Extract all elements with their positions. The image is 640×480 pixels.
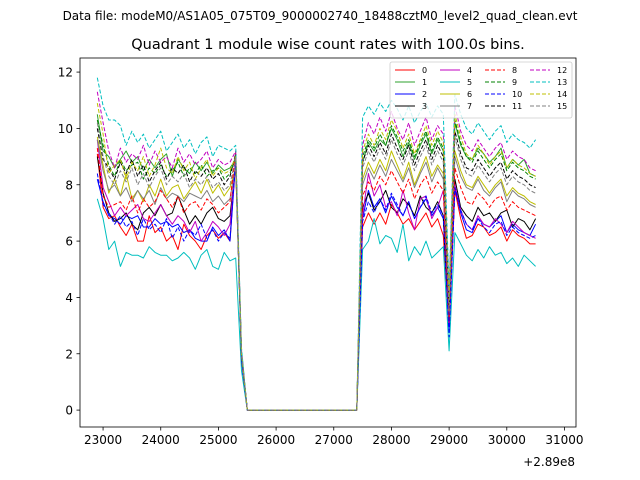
series-lines [96, 77, 537, 411]
y-tick-label: 0 [65, 404, 73, 418]
series-line-5 [96, 198, 536, 411]
series-line-1 [96, 114, 536, 411]
y-tick-label: 2 [65, 347, 73, 361]
y-tick-label: 10 [58, 122, 73, 136]
x-tick-label: 23000 [84, 433, 122, 447]
series-line-12 [96, 91, 536, 411]
series-line-15 [96, 122, 536, 411]
legend-label-1: 1 [422, 78, 427, 87]
legend-label-11: 11 [512, 102, 522, 111]
x-tick-label: 31000 [545, 433, 583, 447]
legend-label-15: 15 [557, 102, 567, 111]
series-line-7 [96, 139, 536, 411]
x-tick-label: 27000 [315, 433, 353, 447]
series-line-13 [96, 77, 537, 411]
series-line-10 [96, 158, 536, 411]
x-tick-label: 28000 [372, 433, 410, 447]
series-line-14 [96, 103, 536, 411]
legend-label-7: 7 [467, 102, 472, 111]
legend-label-13: 13 [557, 78, 567, 87]
data-file-label: Data file: modeM0/AS1A05_075T09_90000027… [63, 9, 578, 23]
x-tick-label: 30000 [488, 433, 526, 447]
legend-label-6: 6 [467, 90, 472, 99]
legend-label-5: 5 [467, 78, 472, 87]
legend-label-14: 14 [557, 90, 567, 99]
legend-box [389, 61, 573, 119]
legend-label-2: 2 [422, 90, 427, 99]
y-tick-label: 8 [65, 178, 73, 192]
series-line-2 [96, 161, 537, 411]
y-tick-label: 4 [65, 291, 73, 305]
legend-label-9: 9 [512, 78, 517, 87]
legend-label-3: 3 [422, 102, 427, 111]
legend-label-0: 0 [422, 66, 427, 75]
x-tick-label: 24000 [142, 433, 180, 447]
x-tick-label: 26000 [257, 433, 295, 447]
axes-frame [79, 57, 577, 428]
chart-title: Quadrant 1 module wise count rates with … [131, 37, 525, 53]
series-line-4 [96, 139, 536, 411]
x-tick-label: 25000 [199, 433, 237, 447]
series-line-6 [96, 136, 536, 411]
x-axis-offset-label: +2.89e8 [523, 455, 575, 469]
series-line-9 [96, 119, 536, 411]
y-tick-label: 6 [65, 235, 73, 249]
legend-label-10: 10 [512, 90, 522, 99]
legend-label-8: 8 [512, 66, 517, 75]
legend-label-12: 12 [557, 66, 567, 75]
x-tick-label: 29000 [430, 433, 468, 447]
legend-label-4: 4 [467, 66, 472, 75]
y-tick-label: 12 [58, 66, 73, 80]
plot-area: 23000 24000 25000 26000 27000 28000 29000 30000… [58, 57, 584, 447]
